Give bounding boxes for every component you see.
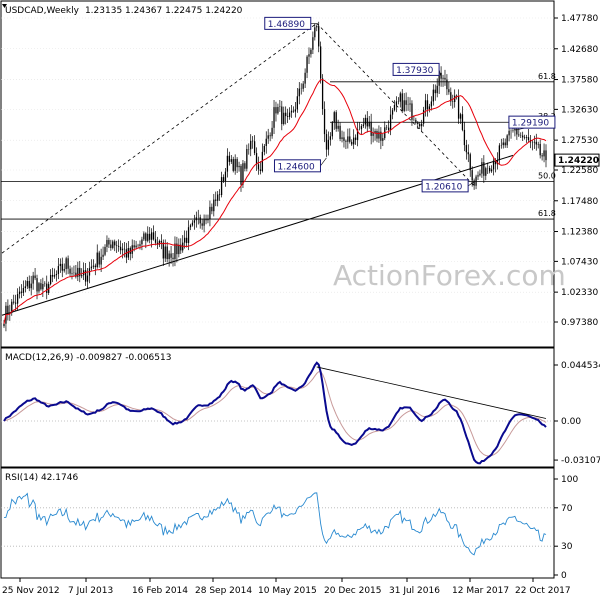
- price-tick-label: 0.97380: [561, 318, 598, 328]
- x-tick-label: 10 May 2015: [258, 586, 317, 596]
- rsi-y-axis: 100 70 30 0: [554, 475, 578, 581]
- annotation-box: [421, 179, 469, 193]
- annotation-leader: [467, 181, 475, 187]
- fib-label: 61.8: [538, 209, 556, 218]
- rsi-tick-label: 0: [561, 571, 567, 581]
- annotation-label: 1.37930: [396, 66, 433, 76]
- macd-tick-label: -0.031072: [561, 456, 600, 466]
- dashed-trendline: [316, 23, 475, 186]
- macd-tick-label: 0.044534: [561, 361, 600, 371]
- watermark-text: ActionForex.com: [333, 259, 566, 292]
- moving-average: [3, 79, 547, 324]
- rsi-panel-frame: [0, 467, 555, 579]
- price-tick-label: 1.07430: [561, 257, 598, 267]
- price-tick-label: 1.17480: [561, 197, 598, 207]
- rsi-line: [4, 492, 547, 556]
- price-tick-label: 1.47780: [561, 14, 598, 24]
- fib-label: 50.0: [538, 171, 556, 180]
- chart-title: USDCAD,Weekly 1.23135 1.24367 1.22475 1.2…: [5, 6, 243, 16]
- ma-line-path: [3, 79, 547, 324]
- x-tick-label: 25 Nov 2012: [2, 586, 60, 596]
- macd-panel-frame: [0, 347, 555, 468]
- x-tick-label: 20 Dec 2015: [324, 586, 382, 596]
- annotation-label: 1.24600: [277, 162, 314, 172]
- macd-lines: [3, 361, 547, 465]
- price-tick-label: 1.37580: [561, 76, 598, 86]
- macd-divergence-trendline: [316, 366, 547, 419]
- rsi-line-path: [4, 492, 547, 556]
- dashed-trendline: [1, 22, 318, 254]
- price-tick-label: 1.12380: [561, 228, 598, 238]
- macd-title: MACD(12,26,9) -0.009827 -0.006513: [5, 353, 171, 363]
- price-y-axis: 1.47780 1.42680 1.37580 1.32630 1.27530 1.225…: [554, 14, 600, 328]
- last-price-box: [554, 153, 600, 167]
- candlesticks: [3, 21, 547, 332]
- price-tick-label: 1.02330: [561, 288, 598, 298]
- rsi-grid: [1, 507, 554, 547]
- annotation-label: 1.46890: [268, 20, 305, 30]
- price-panel-frame: [0, 0, 555, 348]
- price-tick-label: 1.27530: [561, 136, 598, 146]
- x-axis: 25 Nov 2012 7 Jul 2013 16 Feb 2014 28 Sep 2…: [2, 578, 571, 596]
- x-tick-label: 22 Oct 2017: [515, 586, 571, 596]
- rsi-tick-label: 100: [561, 475, 578, 485]
- annotation-label: 1.20610: [425, 182, 462, 192]
- x-tick-label: 28 Sep 2014: [195, 586, 252, 596]
- annotation-box: [392, 62, 440, 76]
- annotation-box: [273, 159, 321, 173]
- fib-label: 61.8: [538, 72, 556, 81]
- macd-tick-label: 0.00: [561, 417, 581, 427]
- annotation-box: [264, 16, 312, 30]
- annotation-box: [508, 115, 556, 129]
- x-tick-label: 12 Mar 2017: [452, 586, 509, 596]
- rsi-tick-label: 30: [561, 542, 573, 552]
- annotation-label: 1.29190: [512, 119, 549, 129]
- price-annotations: 1.46890 1.37930 1.24600 1.29190 1.20610: [264, 16, 556, 193]
- rsi-tick-label: 70: [561, 504, 573, 514]
- price-tick-label: 1.32630: [561, 105, 598, 115]
- rsi-title: RSI(14) 42.1746: [5, 473, 78, 483]
- macd-main-line: [3, 361, 547, 465]
- price-tick-label: 1.42680: [561, 45, 598, 55]
- x-tick-label: 16 Feb 2014: [132, 586, 188, 596]
- annotation-leader: [320, 157, 327, 166]
- price-tick-label: 1.22580: [561, 166, 598, 176]
- x-tick-label: 31 Jul 2016: [389, 586, 440, 596]
- macd-y-axis: 0.044534 0.00 -0.031072: [554, 361, 600, 466]
- x-tick-label: 7 Jul 2013: [68, 586, 113, 596]
- last-price-label: 1.24220: [558, 156, 599, 166]
- dropdown-arrow-icon: [2, 4, 7, 8]
